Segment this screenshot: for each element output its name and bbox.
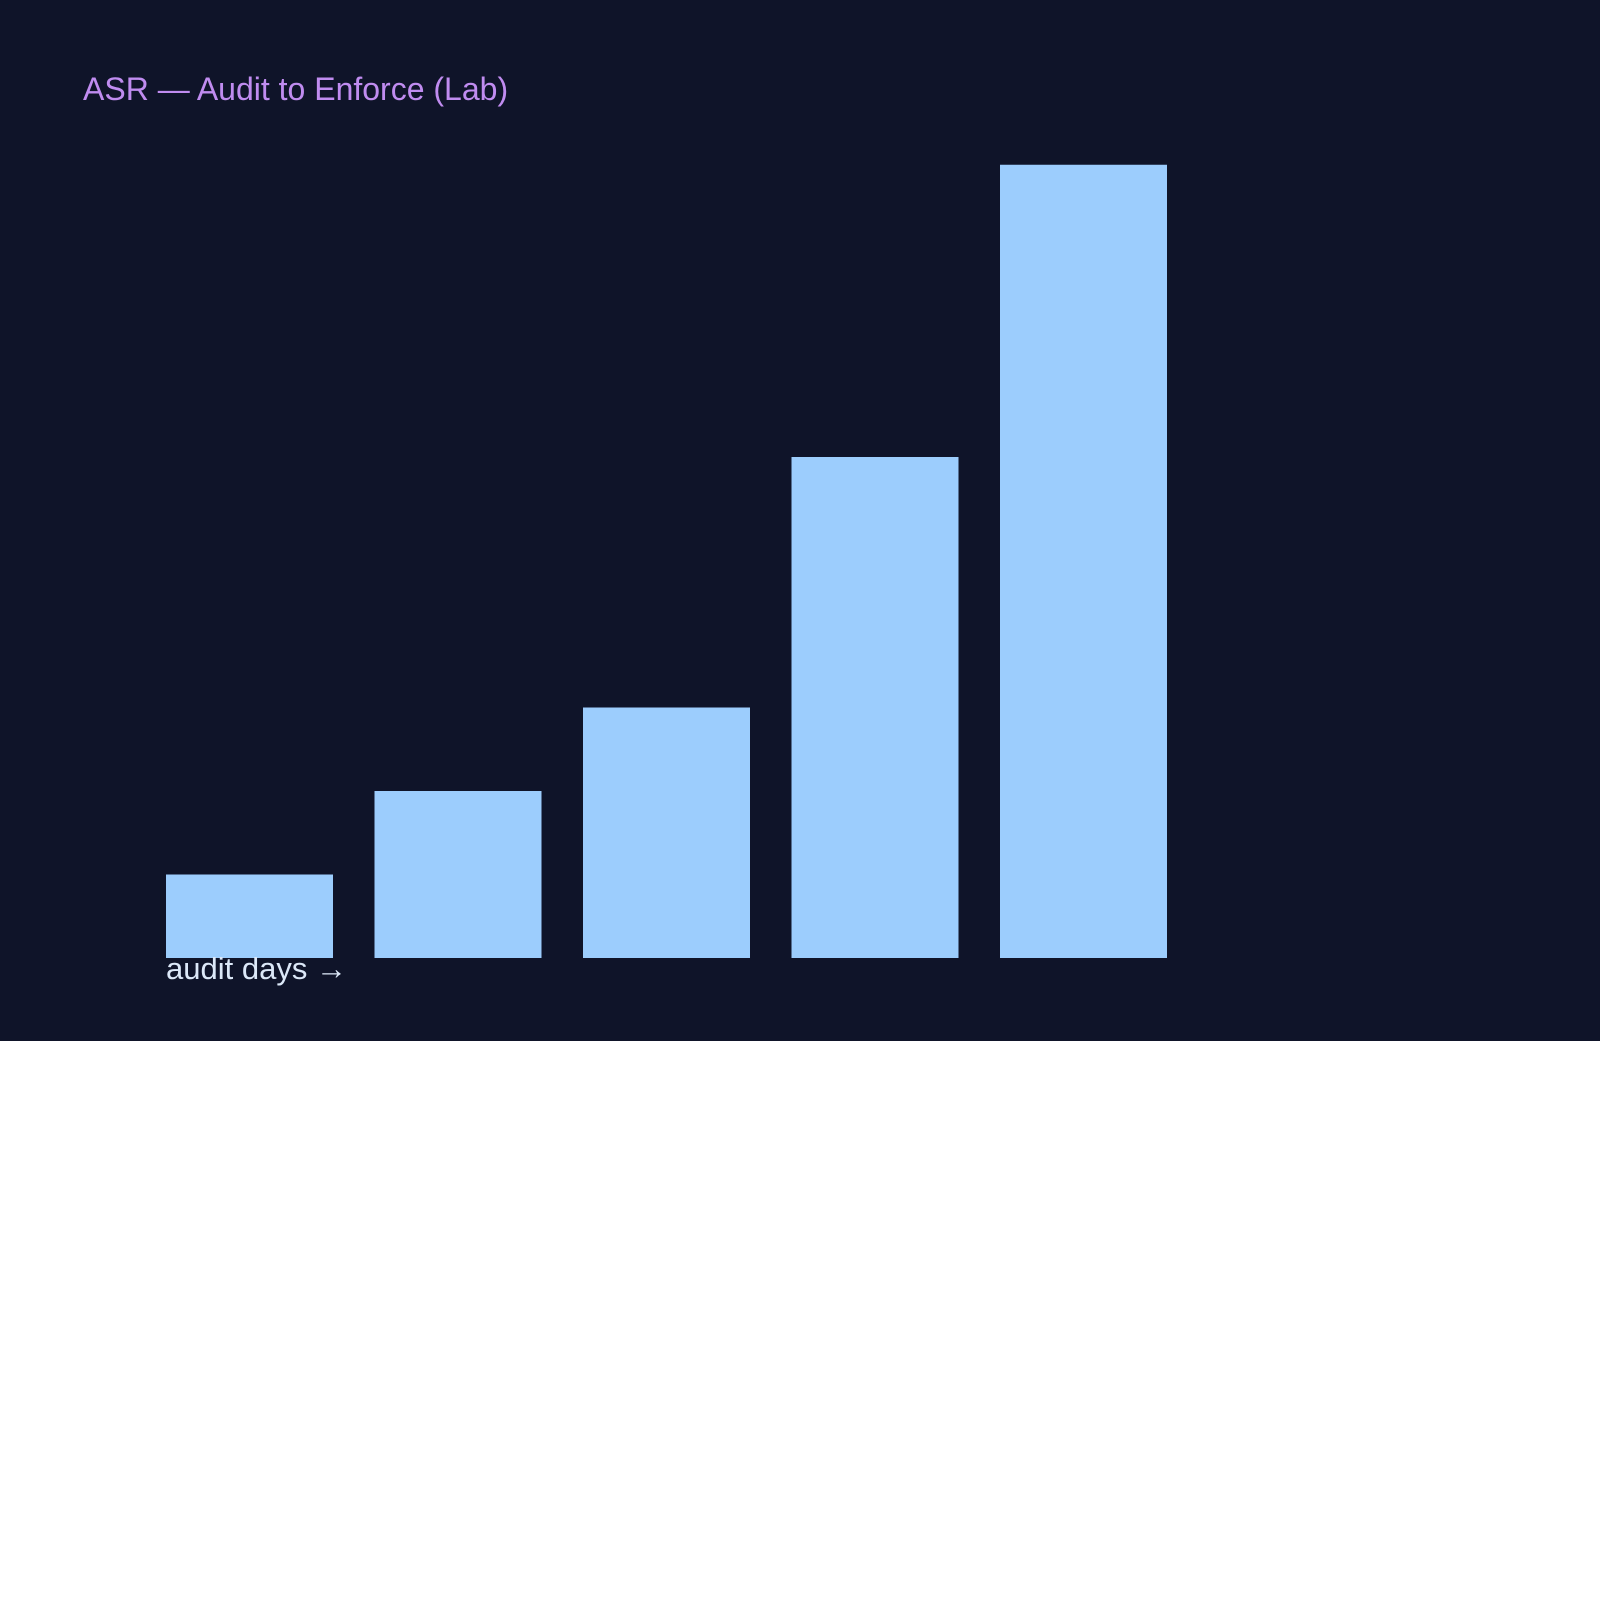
chart-panel: ASR — Audit to Enforce (Lab) audit days … — [0, 0, 1600, 1041]
chart-title: ASR — Audit to Enforce (Lab) — [83, 71, 509, 107]
x-axis-caption: audit days → — [166, 951, 347, 986]
bar-2 — [374, 791, 542, 958]
bar-4 — [791, 457, 959, 958]
bar-1 — [166, 874, 333, 958]
bar-chart: audit days → — [166, 164, 1167, 986]
bar-3 — [583, 707, 750, 958]
bar-5 — [1000, 164, 1167, 958]
bars-group — [166, 164, 1167, 958]
